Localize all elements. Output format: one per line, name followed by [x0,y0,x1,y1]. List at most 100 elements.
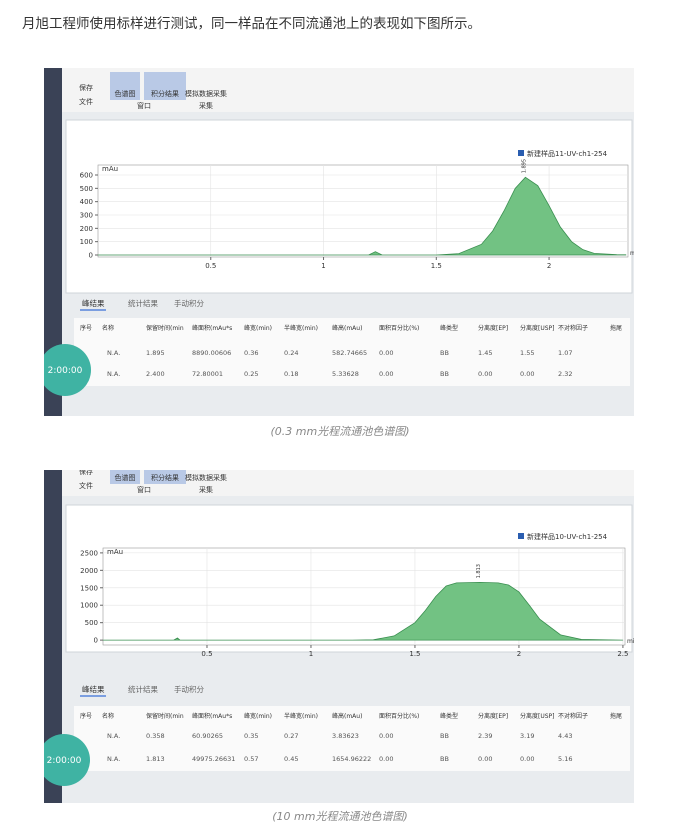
table-cell: 0.00 [478,370,492,378]
table-cell: BB [440,349,449,357]
table-header: 峰面积(mAu*s [192,712,232,720]
table-cell: 0.00 [379,755,393,763]
table-header: 峰类型 [440,324,458,332]
table-cell: 0.35 [244,732,258,740]
table-cell: 3.19 [520,732,534,740]
table-header: 峰高(mAu) [332,712,362,720]
table-cell: 5.33628 [332,370,359,378]
legend: 新建样品10-UV-ch1-254 [527,532,608,541]
table-header: 面积百分比(%) [379,712,419,720]
table-cell: 0.18 [284,370,298,378]
table-cell: 1.55 [520,349,534,357]
x-unit: min [630,250,634,257]
toolbar-button[interactable] [110,470,140,484]
toolbar-label: 模拟数据采集 [185,89,227,98]
y-tick-label: 400 [80,198,93,206]
tab[interactable]: 统计结果 [128,298,158,308]
table-cell: 0.00 [520,755,534,763]
table-cell: 0.358 [146,732,165,740]
tab[interactable]: 峰结果 [82,298,105,308]
y-tick-label: 300 [80,212,93,220]
table-header: 峰宽(min) [244,712,272,720]
timer-badge [44,344,91,396]
table-header: 峰高(mAu) [332,324,362,332]
y-tick-label: 500 [80,185,93,193]
y-unit: mAu [107,548,123,556]
table-header: 拖尾 [610,712,622,720]
table-bg [74,706,630,771]
toolbar-label: 文件 [79,481,93,490]
toolbar-button[interactable] [144,470,186,484]
table-cell: BB [440,732,449,740]
table-header: 保留时间(min [146,712,184,720]
tab[interactable]: 峰结果 [82,684,105,694]
table-cell: N.A. [107,732,120,740]
table-cell: 8890.00606 [192,349,231,357]
toolbar-label: 色谱图 [115,473,136,482]
table-cell: 4.43 [558,732,572,740]
table-cell: 49975.26631 [192,755,235,763]
table-cell: 0.00 [379,349,393,357]
x-tick-label: 2 [517,650,521,658]
timer: 2:00:00 [47,756,82,766]
table-header: 半峰宽(min) [284,324,318,332]
table-cell: 1.45 [478,349,492,357]
y-tick-label: 1500 [80,584,98,592]
timer-badge [44,734,90,786]
peak-area [98,176,627,256]
table-cell: 0.25 [244,370,258,378]
table-cell: 72.80001 [192,370,223,378]
x-tick-label: 0.5 [205,262,216,270]
table-cell: 0.00 [379,370,393,378]
peak-label: 1.895 [521,159,527,173]
table-cell: 1.813 [146,755,165,763]
legend-swatch [518,533,524,539]
y-tick-label: 0 [94,637,98,645]
toolbar-label: 窗口 [137,101,151,110]
x-tick-label: 2.5 [617,650,628,658]
table-header: 峰宽(min) [244,324,272,332]
toolbar-label: 保存 [79,83,93,92]
sidebar [44,470,62,803]
table-cell: BB [440,755,449,763]
x-tick-label: 1 [321,262,325,270]
table-cell: 0.00 [478,755,492,763]
tab[interactable]: 统计结果 [128,684,158,694]
table-cell: 0.00 [379,732,393,740]
x-tick-label: 1.5 [409,650,420,658]
toolbar-button[interactable] [144,72,186,100]
table-cell: 0.27 [284,732,298,740]
table-cell: 1654.96222 [332,755,371,763]
y-tick-label: 1000 [80,602,98,610]
table-cell: 1.07 [558,349,572,357]
x-tick-label: 2 [547,262,551,270]
table-cell: N.A. [107,349,120,357]
table-cell: 2.32 [558,370,572,378]
toolbar-label: 模拟数据采集 [185,473,227,482]
table-cell: 0.45 [284,755,298,763]
table-cell: N.A. [107,755,120,763]
table-bg [74,318,630,386]
screenshot: 保存 文件 色谱图 积分结果 窗口 模拟数据采集 采集 0 500 1000 1500 2000 250… [44,470,634,803]
y-tick-label: 200 [80,225,93,233]
table-cell: 2.400 [146,370,165,378]
table-cell: N.A. [107,370,120,378]
table-header: 分离度[USP] [520,712,555,720]
table-header: 面积百分比(%) [379,324,419,332]
table-header: 分离度[EP] [478,712,508,720]
toolbar-button[interactable] [110,72,140,100]
x-tick-label: 0.5 [201,650,212,658]
table-header: 名称 [102,712,114,720]
table-cell: 2.39 [478,732,492,740]
table-header: 不对称因子 [558,324,588,332]
toolbar-label: 采集 [199,101,213,110]
table-header: 峰面积(mAu*s [192,324,232,332]
tab[interactable]: 手动积分 [174,298,204,308]
x-tick-label: 1.5 [431,262,442,270]
peak-label: 1.813 [476,564,482,578]
table-cell: 0.00 [520,370,534,378]
tab[interactable]: 手动积分 [174,684,204,694]
intro: 月旭工程师使用标样进行测试，同一样品在不同流通池上的表现如下图所示。 [22,16,481,32]
